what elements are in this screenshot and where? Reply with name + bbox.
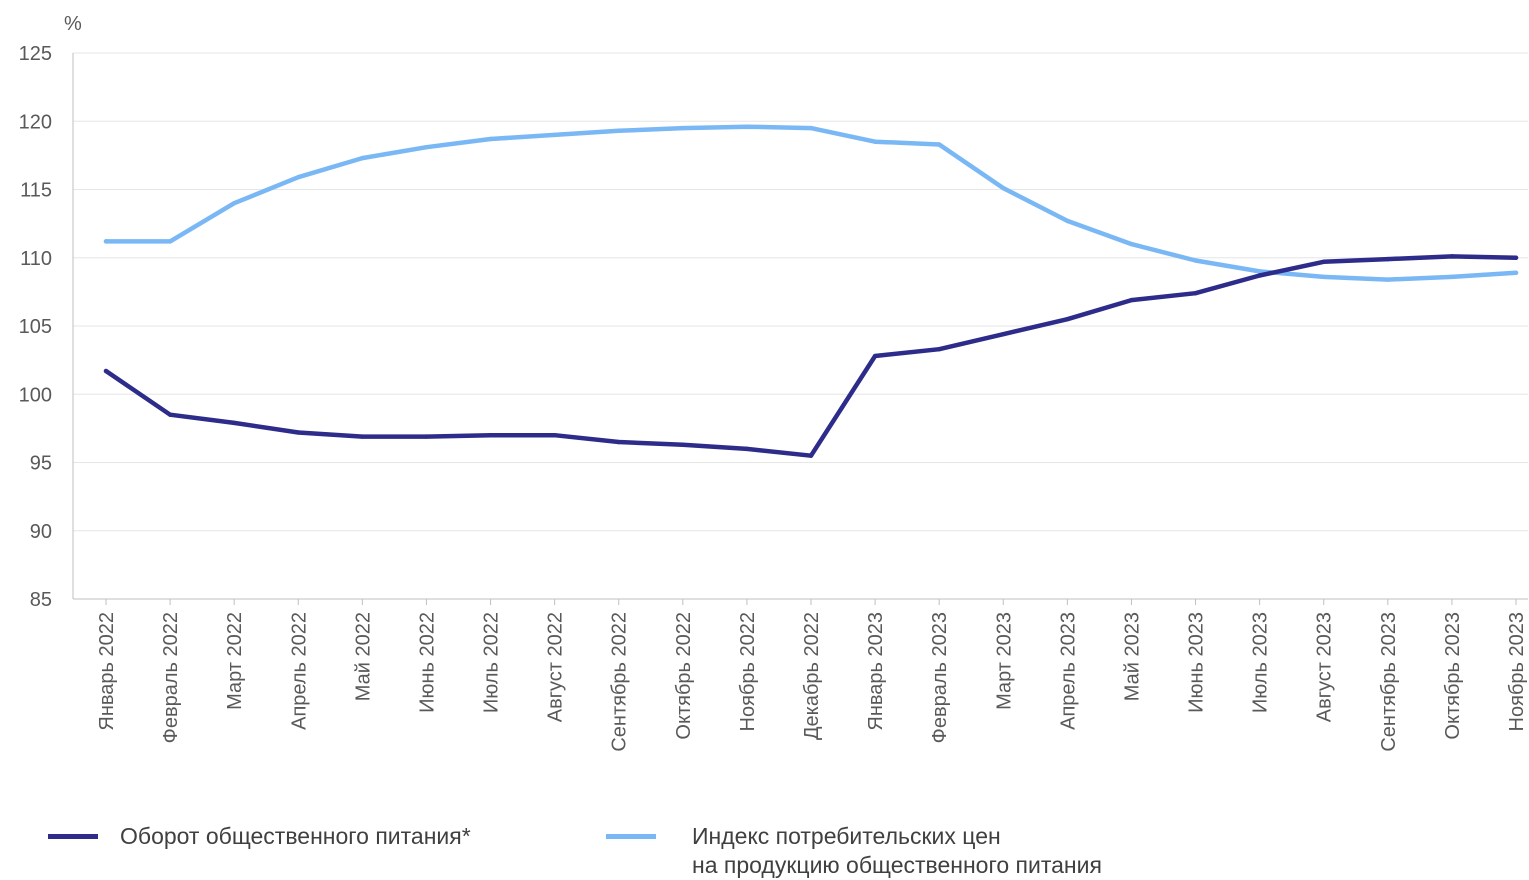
x-tick-label: Апрель 2023	[1057, 612, 1079, 730]
data-point-series-0	[360, 434, 365, 439]
data-point-series-1	[1065, 218, 1070, 224]
data-point-series-1	[552, 132, 557, 138]
y-tick-label: 95	[30, 453, 52, 475]
data-point-series-1	[1385, 277, 1391, 282]
data-point-series-1	[488, 136, 493, 142]
data-point-series-0	[744, 446, 750, 452]
data-point-series-0	[1193, 291, 1198, 296]
x-tick-label: Май 2023	[1121, 612, 1143, 701]
data-point-series-0	[680, 442, 686, 447]
x-tick-label: Июль 2022	[481, 612, 503, 713]
x-tick-label: Сентябрь 2022	[609, 612, 631, 752]
data-point-series-1	[167, 239, 173, 244]
data-point-series-0	[872, 353, 878, 359]
series-line-1	[103, 124, 1519, 282]
y-tick-label: 115	[20, 180, 52, 202]
data-point-series-1	[424, 144, 429, 150]
data-point-series-0	[552, 433, 557, 438]
data-point-series-1	[680, 125, 686, 131]
grid-lines	[73, 52, 1528, 532]
data-point-series-0	[296, 430, 301, 435]
data-point-series-1	[744, 124, 750, 129]
data-point-series-0	[1449, 254, 1455, 259]
x-tick-label: Ноябрь 2023	[1506, 612, 1528, 731]
y-tick-label: 105	[19, 316, 52, 338]
data-point-series-0	[103, 368, 109, 374]
x-tick-label: Январь 2022	[96, 612, 118, 731]
data-point-series-1	[808, 125, 814, 131]
data-point-series-1	[1193, 258, 1198, 263]
x-tick-label: Март 2022	[224, 612, 246, 710]
data-point-series-0	[231, 420, 237, 426]
y-tick-label: 90	[30, 521, 52, 543]
x-tick-label: Март 2023	[993, 612, 1015, 710]
data-point-series-1	[1513, 270, 1519, 275]
data-point-series-0	[1513, 255, 1519, 260]
x-tick-label: Июль 2023	[1250, 612, 1272, 713]
x-tick-label: Октябрь 2023	[1442, 612, 1464, 740]
data-point-series-1	[1321, 274, 1326, 280]
data-point-series-1	[872, 139, 878, 144]
y-tick-label: 100	[19, 384, 52, 406]
data-point-series-0	[424, 434, 429, 439]
data-point-series-1	[360, 155, 365, 161]
y-tick-label: 120	[19, 111, 52, 133]
data-point-series-1	[936, 142, 942, 147]
y-tick-label: 125	[19, 43, 52, 65]
data-point-series-1	[616, 128, 621, 134]
data-point-series-1	[1129, 241, 1134, 247]
data-point-series-1	[231, 200, 237, 206]
data-point-series-0	[616, 439, 621, 445]
axes	[72, 53, 1528, 605]
x-tick-label: Май 2022	[352, 612, 374, 701]
x-tick-label: Декабрь 2022	[801, 612, 823, 740]
data-point-series-0	[1001, 331, 1006, 337]
x-tick-label: Февраль 2022	[160, 612, 182, 743]
x-tick-label: Июнь 2023	[1186, 612, 1208, 713]
data-point-series-1	[1257, 269, 1262, 274]
data-point-series-0	[1385, 256, 1391, 262]
data-point-series-1	[296, 175, 301, 180]
x-tick-label: Январь 2023	[865, 612, 887, 731]
data-point-series-0	[1257, 273, 1262, 278]
x-axis-ticks: Январь 2022 Февраль 2022 Март 2022 Апрель 2…	[96, 612, 1528, 752]
data-point-series-1	[103, 239, 109, 244]
data-point-series-1	[1001, 185, 1006, 191]
y-tick-label: 85	[30, 589, 52, 611]
y-axis-ticks: 85 90 95 100 105 110 115 120 125	[19, 43, 52, 611]
x-tick-label: Август 2022	[545, 612, 567, 722]
series-lines	[103, 124, 1519, 458]
y-tick-label: 110	[20, 248, 52, 270]
x-tick-label: Апрель 2022	[288, 612, 310, 730]
series-line-0	[103, 254, 1519, 458]
x-tick-label: Октябрь 2022	[673, 612, 695, 740]
x-tick-label: Август 2023	[1314, 612, 1336, 722]
data-point-series-0	[167, 412, 173, 417]
data-point-series-0	[1065, 316, 1070, 322]
x-tick-label: Июнь 2022	[416, 612, 438, 713]
x-tick-label: Февраль 2023	[929, 612, 951, 743]
data-point-series-0	[936, 347, 942, 352]
data-point-series-0	[1321, 259, 1326, 265]
y-axis-unit: %	[64, 13, 82, 35]
data-point-series-1	[1449, 274, 1455, 280]
x-tick-label: Сентябрь 2023	[1378, 612, 1400, 752]
data-point-series-0	[1129, 297, 1134, 303]
x-tick-label: Ноябрь 2022	[737, 612, 759, 731]
data-point-series-0	[808, 453, 814, 458]
data-point-series-0	[488, 433, 493, 438]
